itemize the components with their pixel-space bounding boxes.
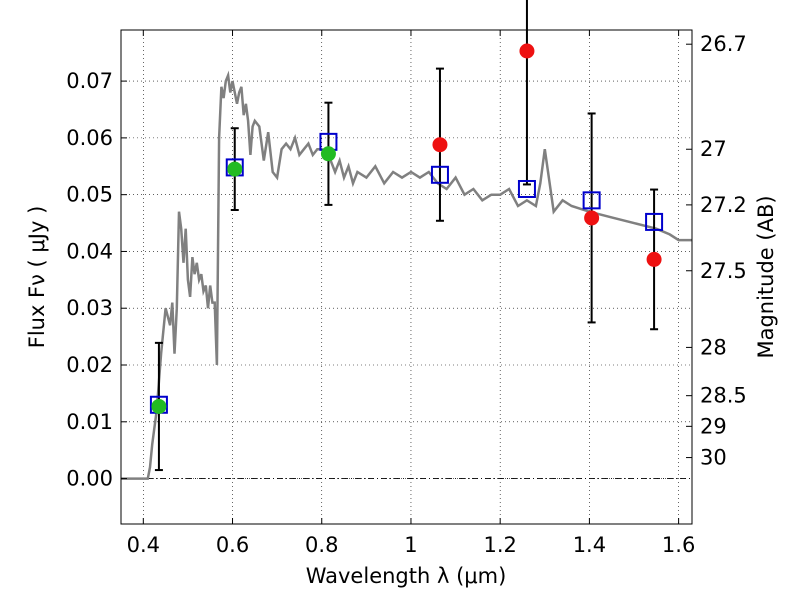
x-tick-label: 1.2	[483, 533, 516, 557]
data-point	[151, 398, 167, 414]
data-point	[519, 43, 535, 59]
data-points	[151, 43, 662, 414]
y-tick-label: 0.00	[66, 467, 113, 491]
model-square	[645, 212, 664, 231]
right-tick-label: 28	[700, 335, 727, 359]
y-axis-right-label: Magnitude (AB)	[754, 195, 778, 358]
sed-curve	[121, 70, 692, 480]
x-tick-label: 1.4	[573, 533, 606, 557]
plot-frame	[120, 29, 693, 525]
y-tick-label: 0.07	[66, 69, 113, 93]
model-squares	[149, 132, 664, 414]
right-tick-label: 28.5	[700, 384, 747, 408]
right-tick-label: 26.7	[700, 32, 747, 56]
right-tick-label: 30	[700, 446, 727, 470]
y-tick-label: 0.04	[66, 239, 113, 263]
model-square	[582, 191, 601, 210]
error-bars	[154, 0, 659, 472]
x-tick-label: 1	[404, 533, 417, 557]
sed-line	[121, 70, 692, 480]
x-tick-label: 1.6	[662, 533, 695, 557]
y-tick-label: 0.05	[66, 183, 113, 207]
model-square	[430, 165, 449, 184]
right-tick-label: 27.2	[700, 193, 747, 217]
x-tick-labels: 0.4 0.6 0.8 1 1.2 1.4 1.6	[127, 533, 696, 557]
data-point	[584, 210, 600, 226]
y-tick-label: 0.03	[66, 296, 113, 320]
data-point	[432, 137, 448, 153]
right-tick-label: 27.5	[700, 259, 747, 283]
data-point	[646, 251, 662, 267]
right-tick-label: 27	[700, 137, 727, 161]
x-axis-label: Wavelength λ (μm)	[306, 564, 507, 588]
y-tick-label: 0.01	[66, 410, 113, 434]
y-axis-label: Flux Fν ( μJy )	[25, 206, 49, 349]
x-tick-label: 0.6	[216, 533, 249, 557]
y-tick-label: 0.06	[66, 126, 113, 150]
model-square	[517, 179, 536, 198]
y-tick-labels: 0.00 0.01 0.02 0.03 0.04 0.05 0.06 0.07	[66, 69, 113, 490]
right-tick-label: 29	[700, 414, 727, 438]
x-tick-label: 0.4	[127, 533, 160, 557]
y-tick-label: 0.02	[66, 353, 113, 377]
axis-ticks	[121, 30, 692, 524]
grid	[121, 30, 692, 524]
data-point	[320, 146, 336, 162]
x-tick-label: 0.8	[305, 533, 338, 557]
right-tick-labels: 26.7 27 27.2 27.5 28 28.5 29 30	[700, 32, 747, 469]
data-point	[227, 161, 243, 177]
